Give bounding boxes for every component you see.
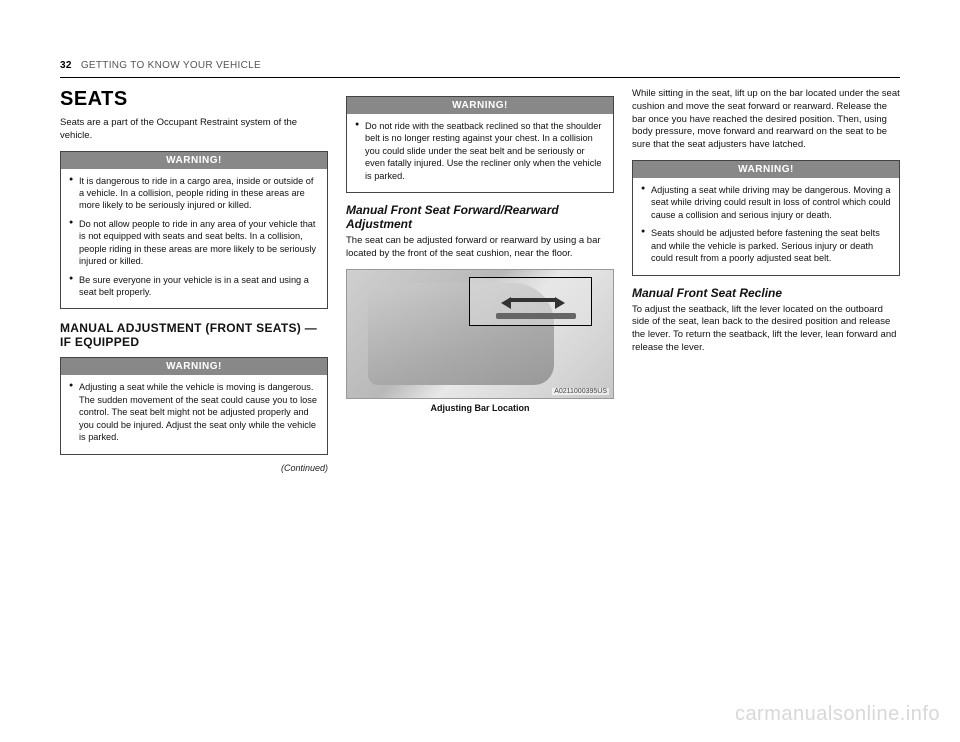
figure-adjusting-bar: A0211000395US Adjusting Bar Location <box>346 269 614 413</box>
warning-item: Seats should be adjusted before fastenin… <box>641 227 891 264</box>
warning-box-4: WARNING! Adjusting a seat while driving … <box>632 160 900 276</box>
warning-label: WARNING! <box>61 152 327 169</box>
warning-box-1: WARNING! It is dangerous to ride in a ca… <box>60 151 328 310</box>
warning-label: WARNING! <box>61 358 327 375</box>
header-rule <box>60 77 900 78</box>
recline-heading: Manual Front Seat Recline <box>632 286 900 300</box>
warning-item: It is dangerous to ride in a cargo area,… <box>69 175 319 212</box>
seats-heading: SEATS <box>60 88 328 111</box>
manual-page: 32 GETTING TO KNOW YOUR VEHICLE SEATS Se… <box>0 0 960 513</box>
manual-adjustment-heading: MANUAL ADJUSTMENT (FRONT SEATS) — IF EQU… <box>60 321 328 349</box>
warning-box-3: WARNING! Do not ride with the seatback r… <box>346 96 614 193</box>
sitting-instruction: While sitting in the seat, lift up on th… <box>632 88 900 152</box>
arrow-group <box>501 283 565 319</box>
figure-caption: Adjusting Bar Location <box>346 403 614 413</box>
recline-body: To adjust the seatback, lift the lever l… <box>632 304 900 355</box>
image-code: A0211000395US <box>552 388 609 395</box>
continued-label: (Continued) <box>60 463 328 473</box>
arrow-bar <box>511 298 555 302</box>
seats-intro: Seats are a part of the Occupant Restrai… <box>60 117 328 143</box>
warning-item: Adjusting a seat while the vehicle is mo… <box>69 381 319 443</box>
warning-item: Do not allow people to ride in any area … <box>69 218 319 268</box>
warning-label: WARNING! <box>633 161 899 178</box>
column-2: WARNING! Do not ride with the seatback r… <box>346 88 614 473</box>
warning-body: Adjusting a seat while driving may be da… <box>633 178 899 275</box>
section-title: GETTING TO KNOW YOUR VEHICLE <box>81 60 261 71</box>
column-1: SEATS Seats are a part of the Occupant R… <box>60 88 328 473</box>
forward-rearward-body: The seat can be adjusted forward or rear… <box>346 235 614 261</box>
warning-box-2: WARNING! Adjusting a seat while the vehi… <box>60 357 328 454</box>
warning-item: Adjusting a seat while driving may be da… <box>641 184 891 221</box>
forward-rearward-heading: Manual Front Seat Forward/Rearward Adjus… <box>346 203 614 231</box>
page-number: 32 <box>60 60 72 71</box>
arrow-right-icon <box>555 297 565 309</box>
warning-item: Do not ride with the seatback reclined s… <box>355 120 605 182</box>
warning-body: Do not ride with the seatback reclined s… <box>347 114 613 192</box>
column-3: While sitting in the seat, lift up on th… <box>632 88 900 473</box>
warning-body: It is dangerous to ride in a cargo area,… <box>61 169 327 309</box>
warning-body: Adjusting a seat while the vehicle is mo… <box>61 375 327 453</box>
page-header: 32 GETTING TO KNOW YOUR VEHICLE <box>60 60 900 71</box>
figure-image: A0211000395US <box>346 269 614 399</box>
content-columns: SEATS Seats are a part of the Occupant R… <box>60 88 900 473</box>
warning-item: Be sure everyone in your vehicle is in a… <box>69 274 319 299</box>
arrow-left-icon <box>501 297 511 309</box>
watermark: carmanualsonline.info <box>735 703 940 726</box>
warning-label: WARNING! <box>347 97 613 114</box>
